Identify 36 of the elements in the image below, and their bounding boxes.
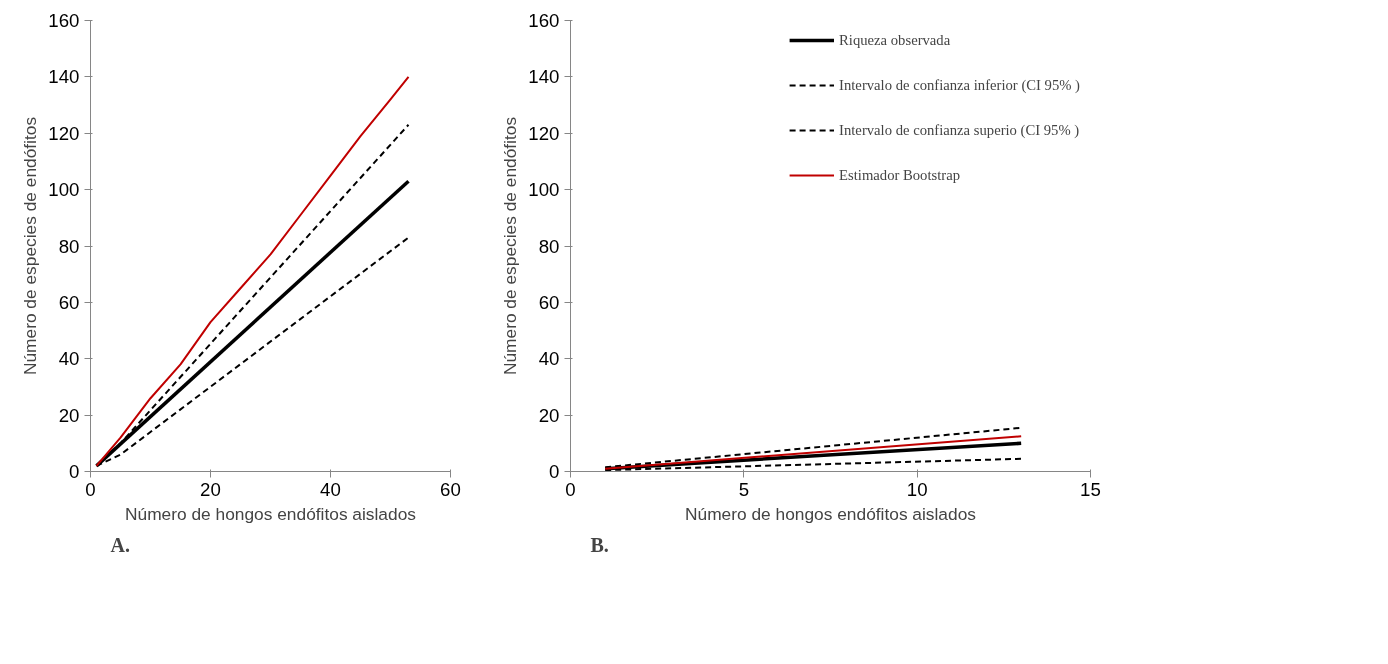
- y-tick-label: 40: [58, 348, 80, 370]
- x-axis-title: Número de hongos endófitos aislados: [125, 503, 417, 524]
- y-tick-label: 160: [528, 10, 560, 31]
- x-tick-label: 0: [565, 478, 576, 500]
- y-axis-title: Número de especies de endófitos: [20, 116, 41, 376]
- x-tick-label: 40: [320, 478, 341, 500]
- legend-label: Intervalo de confianza superio (CI 95% ): [839, 121, 1080, 139]
- y-tick-label: 80: [58, 235, 80, 257]
- y-tick-label: 0: [549, 461, 560, 482]
- y-tick-label: 100: [48, 179, 80, 201]
- y-tick-label: 60: [538, 291, 560, 313]
- y-tick-label: 60: [58, 291, 80, 313]
- y-tick-label: 0: [69, 461, 80, 482]
- legend-label: Riqueza observada: [839, 31, 951, 49]
- legend-label: Intervalo de confianza inferior (CI 95% ): [839, 76, 1080, 94]
- y-tick-label: 140: [48, 66, 80, 88]
- y-tick-label: 20: [58, 404, 80, 426]
- x-tick-label: 20: [200, 478, 221, 500]
- x-tick-label: 15: [1080, 478, 1101, 500]
- x-tick-label: 60: [440, 478, 461, 500]
- y-tick-label: 120: [48, 122, 80, 144]
- text: A.: [110, 533, 130, 556]
- y-tick-label: 40: [538, 348, 560, 370]
- y-tick-label: 80: [538, 235, 560, 257]
- y-tick-label: 160: [48, 10, 80, 31]
- x-tick-label: 5: [738, 478, 750, 500]
- x-tick-label: 10: [906, 478, 928, 500]
- x-tick-label: 0: [85, 478, 96, 500]
- y-tick-label: 100: [528, 179, 560, 201]
- y-tick-label: 140: [528, 66, 560, 88]
- y-axis-title: Número de especies de endófitos: [500, 116, 521, 376]
- text: B.: [590, 533, 609, 556]
- y-tick-label: 20: [538, 404, 560, 426]
- y-tick-label: 120: [528, 122, 560, 144]
- x-axis-title: Número de hongos endófitos aislados: [685, 503, 977, 524]
- legend-label: Estimador Bootstrap: [839, 166, 960, 184]
